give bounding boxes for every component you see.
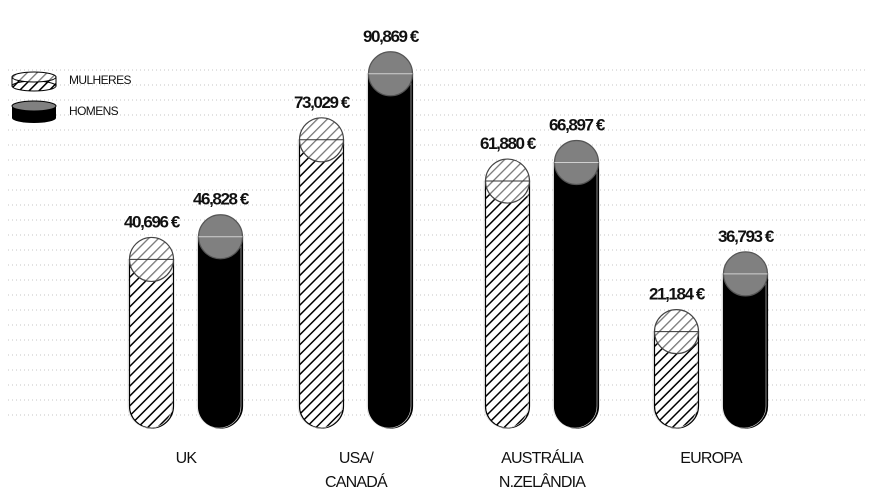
bar-outline (297, 139, 343, 429)
bar-outline (483, 180, 529, 429)
category-label-usa-canada: USA/CANADÁ (325, 450, 388, 491)
bar-mulheres-usa-canada (297, 117, 345, 429)
bar-body (367, 73, 414, 429)
category-label-uk: UK (176, 450, 198, 467)
legend-mulheres: MULHERES (11, 71, 132, 92)
bar-homens-uk (196, 214, 244, 429)
value-label-homens-australia-n-zelandia: 66,897 € (549, 115, 606, 134)
bar-body (197, 236, 244, 429)
bar-body (128, 258, 175, 429)
value-label-mulheres-uk: 40,696 € (124, 212, 181, 231)
value-label-mulheres-australia-n-zelandia: 61,880 € (480, 134, 537, 153)
legend: MULHERES HOMENS (11, 71, 132, 123)
bar-outline (196, 236, 242, 429)
bar-outline (127, 259, 173, 429)
bars (127, 51, 769, 429)
value-label-homens-europa: 36,793 € (718, 227, 775, 246)
category-label-europa: EUROPA (680, 450, 743, 467)
bar-body (484, 180, 531, 429)
bar-homens-australia-n-zelandia (552, 139, 600, 429)
bar-outline (552, 162, 598, 429)
value-labels: 40,696 € 46,828 € 73,029 € 90,869 € 61,880 €… (124, 27, 776, 304)
legend-swatch-mulheres (11, 71, 57, 92)
legend-label-homens: HOMENS (69, 104, 119, 118)
value-label-mulheres-usa-canada: 73,029 € (294, 93, 351, 112)
value-label-mulheres-europa: 21,184 € (649, 285, 706, 304)
bar-body (553, 161, 600, 429)
bar-body (298, 139, 345, 429)
bar-outline (721, 273, 767, 429)
bar-outline (652, 331, 698, 429)
bar-mulheres-europa (652, 309, 700, 429)
legend-swatch-homens (11, 100, 57, 123)
bar-mulheres-uk (127, 236, 175, 429)
value-label-homens-uk: 46,828 € (193, 190, 250, 209)
category-labels: UK USA/CANADÁ AUSTRÁLIA N.ZELÂNDIA EUROPA (176, 448, 744, 491)
bar-outline (366, 73, 412, 429)
category-label-australia-n-zelandia: AUSTRÁLIA N.ZELÂNDIA (499, 448, 586, 491)
bar-homens-europa (721, 251, 769, 429)
value-label-homens-usa-canada: 90,869 € (363, 27, 420, 46)
legend-label-mulheres: MULHERES (69, 73, 131, 87)
bar-mulheres-australia-n-zelandia (483, 158, 531, 429)
legend-homens: HOMENS (11, 100, 119, 123)
bar-homens-usa-canada (366, 51, 414, 429)
bar-body (722, 273, 769, 429)
